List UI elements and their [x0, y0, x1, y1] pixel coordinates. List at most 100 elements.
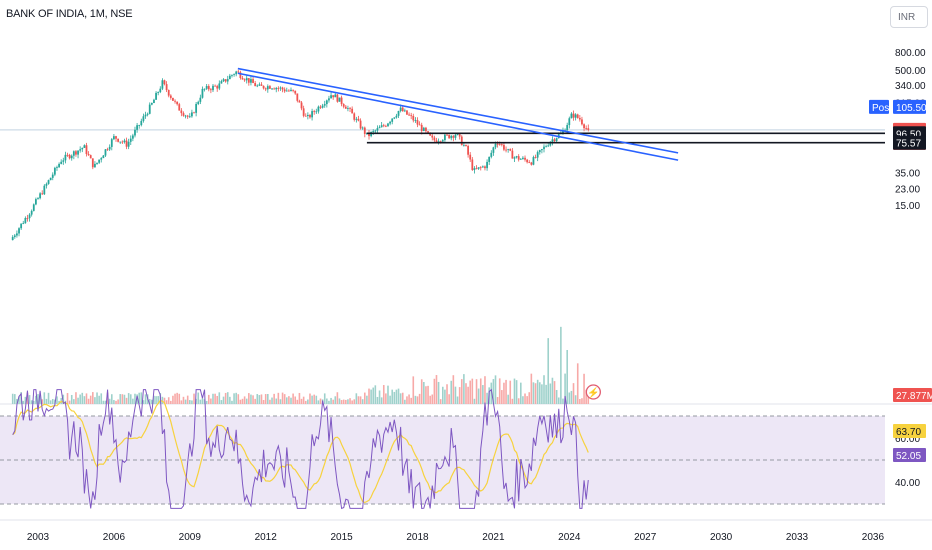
candle-body: [159, 88, 162, 93]
volume-bar: [16, 398, 18, 404]
volume-bar: [359, 396, 362, 404]
volume-bar: [231, 400, 233, 404]
volume-bar: [273, 393, 275, 404]
candle-body: [532, 157, 535, 165]
candle-body: [87, 154, 90, 156]
candle-body: [488, 156, 491, 162]
volume-bar: [547, 338, 550, 404]
candle-body: [351, 108, 354, 114]
volume-bar: [102, 400, 105, 404]
candle-body: [507, 148, 510, 150]
candle-body: [169, 95, 172, 98]
volume-bar: [165, 400, 168, 404]
candle-body: [115, 136, 117, 139]
candle-body: [110, 139, 113, 147]
candle-body: [498, 144, 501, 146]
candle-body: [538, 150, 541, 153]
candle-body: [129, 138, 132, 142]
volume-bar: [522, 396, 524, 404]
volume-bar: [35, 395, 37, 404]
volume-bar: [555, 389, 558, 404]
candle-body: [325, 100, 328, 105]
candle-body: [81, 147, 84, 150]
candle-body: [153, 99, 155, 104]
candle-body: [56, 167, 58, 168]
candle-body: [239, 72, 242, 79]
candle-body: [241, 78, 244, 80]
candle-body: [148, 104, 151, 114]
candle-body: [220, 81, 223, 84]
volume-bar: [87, 398, 90, 404]
volume-bar: [285, 397, 288, 404]
candle-body: [403, 110, 406, 112]
volume-bar: [576, 363, 579, 404]
volume-bar: [332, 399, 334, 404]
y-tick-label: 23.00: [895, 184, 920, 195]
candle-body: [165, 84, 168, 91]
candle-body: [195, 103, 198, 113]
volume-bar: [92, 392, 94, 404]
volume-bar: [473, 398, 476, 404]
candle-body: [264, 88, 267, 90]
candle-body: [363, 127, 366, 134]
volume-bar: [235, 392, 237, 404]
volume-bar: [420, 379, 423, 404]
candle-body: [420, 124, 423, 131]
candle-body: [96, 162, 98, 164]
candle-body: [389, 121, 391, 124]
candle-body: [344, 106, 347, 109]
volume-bar: [220, 400, 223, 404]
volume-bar: [269, 399, 271, 404]
volume-bar: [199, 399, 202, 404]
currency-button[interactable]: INR: [890, 6, 928, 28]
volume-bar: [218, 392, 221, 404]
y-tick-label: 15.00: [895, 201, 920, 212]
candle-body: [437, 141, 440, 143]
volume-bar: [551, 377, 554, 404]
volume-bar: [437, 381, 440, 404]
candle-body: [467, 145, 469, 155]
volume-bar: [313, 394, 315, 404]
volume-bar: [553, 381, 556, 404]
candle-body: [311, 111, 313, 118]
candle-body: [275, 87, 278, 90]
candle-body: [266, 86, 269, 90]
volume-bar: [186, 395, 189, 404]
candle-body: [340, 97, 343, 105]
volume-bar: [138, 392, 140, 404]
candle-body: [342, 104, 345, 107]
volume-bar: [477, 388, 480, 404]
trendline: [237, 67, 679, 154]
candle-body: [473, 168, 476, 170]
candle-body: [163, 80, 166, 85]
volume-bar: [380, 397, 383, 404]
post-price: 105.50: [896, 103, 927, 114]
candle-body: [43, 185, 46, 195]
volume-bar: [572, 383, 575, 404]
candle-body: [142, 116, 145, 121]
volume-bar: [471, 378, 474, 404]
volume-bar: [311, 395, 313, 404]
candle-body: [28, 214, 31, 219]
candle-body: [254, 83, 257, 87]
candle-body: [513, 157, 516, 159]
volume-bar: [353, 399, 356, 404]
x-tick-label: 2003: [27, 532, 50, 543]
candle-body: [184, 115, 187, 117]
candle-body: [452, 135, 455, 138]
volume-bar: [43, 392, 46, 404]
candle-body: [269, 86, 271, 89]
candle-body: [353, 113, 356, 120]
volume-bar: [454, 386, 457, 404]
volume-bar: [144, 394, 147, 404]
volume-bar: [142, 400, 145, 404]
volume-bar: [197, 392, 200, 404]
candle-body: [465, 144, 467, 146]
volume-bar: [408, 394, 410, 404]
volume-bar: [161, 396, 164, 404]
volume-bar: [351, 400, 353, 404]
candle-body: [127, 141, 130, 147]
candle-body: [416, 120, 419, 125]
volume-bar: [376, 396, 379, 404]
